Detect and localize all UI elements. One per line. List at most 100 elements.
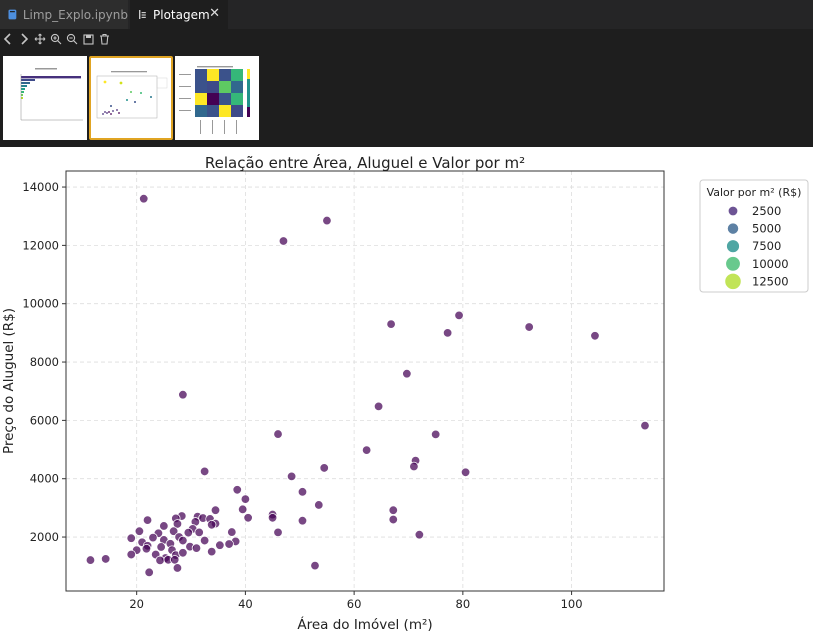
bar-chart-thumbnail-icon bbox=[20, 68, 83, 121]
data-point bbox=[319, 463, 329, 473]
data-point bbox=[194, 527, 204, 538]
plot-thumbnail-heatmap[interactable] bbox=[175, 56, 259, 140]
legend-label: 5000 bbox=[752, 222, 781, 236]
legend-label: 7500 bbox=[752, 239, 781, 253]
save-icon[interactable] bbox=[80, 31, 96, 47]
x-tick-label: 80 bbox=[456, 597, 471, 611]
data-point bbox=[402, 369, 412, 379]
tab-limp-explo[interactable]: Limp_Explo.ipynb bbox=[0, 0, 129, 29]
data-point bbox=[267, 513, 278, 523]
data-point bbox=[168, 526, 179, 536]
data-point bbox=[273, 527, 283, 538]
data-point bbox=[640, 420, 650, 431]
y-axis-ticks: 2000 4000 6000 8000 10000 12000 14000 bbox=[22, 180, 66, 544]
data-point bbox=[386, 319, 396, 329]
plot-thumbnail-scatter[interactable] bbox=[89, 56, 173, 140]
x-axis-ticks: 20 40 60 80 100 bbox=[129, 591, 583, 611]
data-point bbox=[210, 505, 221, 515]
data-point bbox=[430, 429, 441, 440]
legend-marker bbox=[727, 205, 739, 217]
y-tick-label: 2000 bbox=[30, 530, 59, 544]
tab-label: Plotagem bbox=[153, 7, 210, 22]
data-point bbox=[232, 485, 242, 495]
legend: Valor por m² (R$) 2500 5000 7500 10000 12500 bbox=[699, 179, 809, 293]
y-tick-label: 12000 bbox=[22, 238, 59, 252]
data-point bbox=[142, 515, 153, 525]
data-point bbox=[409, 461, 419, 472]
data-point bbox=[286, 471, 297, 482]
data-point bbox=[178, 390, 188, 400]
chevron-left-icon[interactable] bbox=[0, 31, 16, 47]
data-point bbox=[227, 527, 237, 537]
zoom-out-icon[interactable] bbox=[64, 31, 80, 47]
data-point bbox=[460, 467, 471, 477]
data-point bbox=[199, 466, 210, 477]
close-tab-icon[interactable]: ✕ bbox=[209, 6, 220, 21]
data-point bbox=[172, 563, 183, 573]
data-point bbox=[191, 543, 202, 553]
data-point bbox=[206, 520, 217, 530]
data-point bbox=[134, 526, 145, 536]
legend-items: 2500 5000 7500 10000 12500 bbox=[724, 204, 789, 290]
legend-label: 12500 bbox=[752, 274, 789, 288]
zoom-in-icon[interactable] bbox=[48, 31, 64, 47]
data-point bbox=[199, 535, 210, 546]
data-point bbox=[237, 504, 248, 515]
plot-tab-icon bbox=[139, 10, 146, 19]
data-point bbox=[156, 542, 166, 552]
data-point bbox=[172, 519, 183, 529]
heatmap-thumbnail-icon bbox=[179, 66, 250, 134]
plot-viewer-toolbar bbox=[0, 29, 813, 147]
data-point bbox=[183, 527, 194, 538]
data-points bbox=[85, 194, 650, 578]
data-point bbox=[361, 445, 372, 455]
data-point bbox=[85, 555, 96, 565]
data-point bbox=[155, 555, 165, 566]
data-point bbox=[273, 429, 283, 439]
pan-icon[interactable] bbox=[32, 31, 48, 47]
data-point bbox=[314, 500, 324, 510]
data-point bbox=[141, 544, 152, 554]
data-point bbox=[243, 513, 253, 523]
data-point bbox=[126, 549, 136, 560]
y-tick-label: 10000 bbox=[22, 297, 59, 311]
trash-icon[interactable] bbox=[96, 31, 112, 47]
legend-marker bbox=[726, 222, 740, 235]
legend-label: 10000 bbox=[752, 257, 789, 271]
data-point bbox=[442, 328, 453, 338]
tab-plotagem[interactable]: Plotagem ✕ bbox=[130, 0, 228, 29]
data-point bbox=[388, 514, 398, 525]
legend-marker bbox=[724, 272, 742, 290]
data-point bbox=[240, 494, 251, 504]
x-axis-label: Área do Imóvel (m²) bbox=[297, 616, 432, 633]
data-point bbox=[206, 546, 217, 557]
data-point bbox=[139, 194, 149, 204]
legend-title: Valor por m² (R$) bbox=[707, 186, 802, 199]
y-tick-label: 8000 bbox=[30, 355, 59, 369]
data-point bbox=[148, 532, 158, 543]
data-point bbox=[100, 554, 111, 564]
x-tick-label: 60 bbox=[347, 597, 362, 611]
data-point bbox=[224, 539, 234, 549]
legend-marker bbox=[726, 239, 740, 254]
data-point bbox=[388, 505, 398, 515]
x-tick-label: 40 bbox=[238, 597, 253, 611]
x-tick-label: 20 bbox=[129, 597, 144, 611]
y-tick-label: 4000 bbox=[30, 472, 59, 486]
data-point bbox=[144, 567, 154, 578]
data-point bbox=[373, 401, 384, 412]
scatter-chart: 20 40 60 80 100 2000 4000 6000 8000 10000 12000 14… bbox=[1, 153, 809, 633]
data-point bbox=[170, 555, 180, 565]
x-tick-label: 100 bbox=[561, 597, 583, 611]
y-axis-label: Preço do Aluguel (R$) bbox=[1, 308, 17, 454]
notebook-file-icon bbox=[8, 9, 17, 20]
data-point bbox=[322, 215, 332, 226]
legend-marker bbox=[725, 256, 741, 272]
plot-thumbnail-bar-chart[interactable] bbox=[3, 56, 87, 140]
plot-figure: 20 40 60 80 100 2000 4000 6000 8000 10000 12000 14… bbox=[0, 147, 813, 636]
data-point bbox=[278, 236, 289, 246]
data-point bbox=[159, 521, 169, 531]
chevron-right-icon[interactable] bbox=[16, 31, 32, 47]
y-tick-label: 14000 bbox=[22, 180, 59, 194]
plot-area-frame bbox=[65, 170, 665, 592]
